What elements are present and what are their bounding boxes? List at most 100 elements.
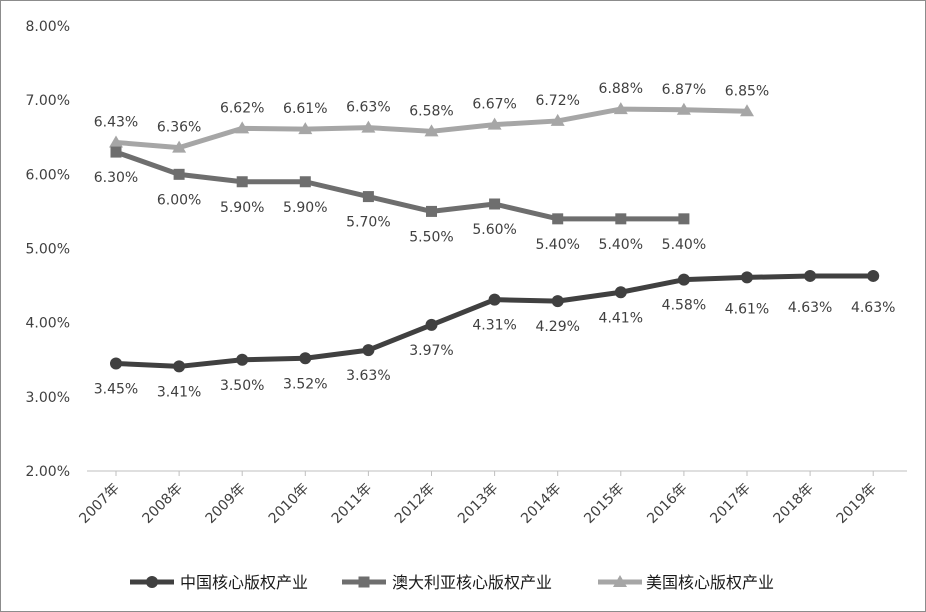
data-point-australia bbox=[299, 176, 311, 188]
data-point-australia bbox=[236, 176, 248, 188]
data-label-china: 4.63% bbox=[788, 300, 832, 316]
x-tick-label: 2017年 bbox=[707, 481, 753, 527]
x-tick-label: 2014年 bbox=[518, 481, 564, 527]
x-axis: 2007年 2008年 2009年 2010年 2011年 2012年 2013年 2014年… bbox=[76, 470, 907, 527]
data-point-australia bbox=[362, 191, 374, 203]
data-label-australia: 5.60% bbox=[472, 222, 516, 238]
series-usa bbox=[109, 102, 754, 153]
series-line-australia bbox=[115, 149, 684, 222]
legend-item-australia: 澳大利亚核心版权产业 bbox=[342, 573, 552, 592]
data-point-australia bbox=[173, 168, 185, 180]
y-tick-label: 2.00% bbox=[26, 464, 70, 480]
data-point-china bbox=[741, 271, 753, 284]
legend-label: 美国核心版权产业 bbox=[646, 573, 774, 592]
series-australia bbox=[110, 146, 690, 225]
data-label-australia: 6.00% bbox=[157, 192, 201, 208]
data-label-usa: 6.62% bbox=[220, 100, 264, 116]
data-point-usa bbox=[109, 135, 123, 148]
x-tick-label: 2012年 bbox=[392, 481, 438, 527]
x-tick-label: 2019年 bbox=[834, 481, 880, 527]
data-point-china bbox=[551, 295, 564, 308]
data-point-china bbox=[425, 318, 438, 331]
data-label-usa: 6.88% bbox=[599, 81, 643, 97]
data-label-china: 4.58% bbox=[662, 298, 706, 314]
data-label-china: 4.31% bbox=[472, 318, 516, 334]
y-tick-label: 6.00% bbox=[26, 167, 70, 183]
legend-item-china: 中国核心版权产业 bbox=[130, 573, 308, 592]
data-point-china bbox=[362, 344, 375, 357]
data-point-usa bbox=[172, 140, 187, 153]
data-label-usa: 6.87% bbox=[662, 82, 706, 98]
data-point-usa bbox=[613, 102, 628, 115]
data-label-china: 3.97% bbox=[409, 343, 453, 359]
x-tick-label: 2011年 bbox=[329, 481, 375, 527]
x-tick-label: 2010年 bbox=[266, 481, 312, 527]
x-tick-label: 2018年 bbox=[771, 481, 817, 527]
y-tick-label: 8.00% bbox=[26, 19, 70, 35]
data-point-usa bbox=[361, 120, 376, 133]
data-point-china bbox=[614, 286, 627, 299]
data-label-usa: 6.63% bbox=[346, 100, 390, 116]
data-point-australia bbox=[110, 146, 122, 158]
x-tick-label: 2013年 bbox=[455, 481, 501, 527]
data-label-australia: 5.70% bbox=[346, 215, 390, 231]
data-point-china bbox=[110, 357, 122, 370]
data-label-australia: 5.40% bbox=[662, 237, 706, 253]
data-label-australia: 5.40% bbox=[599, 237, 643, 253]
data-point-china bbox=[173, 360, 186, 373]
data-labels: 6.43% 6.36% 6.62% 6.61% 6.63% 6.58% 6.67% 6.72%… bbox=[94, 81, 896, 400]
data-label-usa: 6.36% bbox=[157, 120, 201, 136]
data-point-usa bbox=[740, 104, 754, 117]
data-point-australia bbox=[678, 213, 690, 225]
data-label-australia: 6.30% bbox=[94, 170, 138, 186]
legend-item-usa: 美国核心版权产业 bbox=[598, 573, 774, 592]
data-point-australia bbox=[615, 213, 627, 225]
data-label-china: 3.41% bbox=[157, 384, 201, 400]
data-point-china bbox=[236, 353, 249, 366]
data-point-china bbox=[299, 352, 312, 365]
y-tick-label: 4.00% bbox=[26, 316, 70, 332]
data-label-australia: 5.40% bbox=[535, 237, 579, 253]
data-point-china bbox=[488, 293, 501, 306]
legend-label: 中国核心版权产业 bbox=[180, 573, 308, 592]
y-tick-label: 7.00% bbox=[26, 93, 70, 109]
data-label-usa: 6.67% bbox=[472, 97, 516, 113]
legend-marker bbox=[146, 576, 158, 588]
legend-marker bbox=[358, 576, 370, 588]
data-label-australia: 5.90% bbox=[220, 200, 264, 216]
data-point-usa bbox=[550, 113, 565, 126]
data-label-china: 4.63% bbox=[851, 300, 895, 316]
data-point-usa bbox=[298, 122, 313, 135]
data-label-usa: 6.43% bbox=[94, 114, 138, 130]
x-tick-label: 2007年 bbox=[76, 481, 122, 527]
data-point-usa bbox=[424, 124, 439, 137]
x-tick-label: 2016年 bbox=[644, 481, 690, 527]
data-label-china: 4.29% bbox=[535, 319, 579, 335]
x-tick-label: 2015年 bbox=[581, 481, 627, 527]
data-point-australia bbox=[489, 198, 501, 210]
series-layer bbox=[109, 102, 880, 373]
data-point-china bbox=[677, 273, 690, 286]
y-axis-ticks: 2.00% 3.00% 4.00% 5.00% 6.00% 7.00% 8.00% bbox=[26, 19, 70, 480]
legend-marker bbox=[613, 575, 627, 587]
data-label-china: 4.41% bbox=[599, 310, 643, 326]
data-point-china bbox=[867, 269, 880, 282]
data-point-usa bbox=[487, 117, 502, 130]
data-point-australia bbox=[426, 205, 437, 217]
legend: 中国核心版权产业 澳大利亚核心版权产业 美国核心版权产业 bbox=[130, 573, 774, 592]
data-label-china: 3.45% bbox=[94, 381, 138, 397]
x-tick-label: 2008年 bbox=[140, 481, 186, 527]
data-label-china: 4.61% bbox=[725, 301, 769, 317]
data-label-australia: 5.50% bbox=[409, 229, 453, 245]
data-label-china: 3.52% bbox=[283, 376, 327, 392]
y-tick-label: 3.00% bbox=[26, 390, 70, 406]
data-point-australia bbox=[552, 213, 564, 225]
data-label-usa: 6.58% bbox=[409, 103, 453, 119]
legend-label: 澳大利亚核心版权产业 bbox=[392, 573, 552, 592]
data-point-usa bbox=[235, 121, 250, 134]
y-tick-label: 5.00% bbox=[26, 242, 70, 258]
series-china bbox=[110, 269, 880, 373]
data-point-usa bbox=[676, 102, 691, 115]
